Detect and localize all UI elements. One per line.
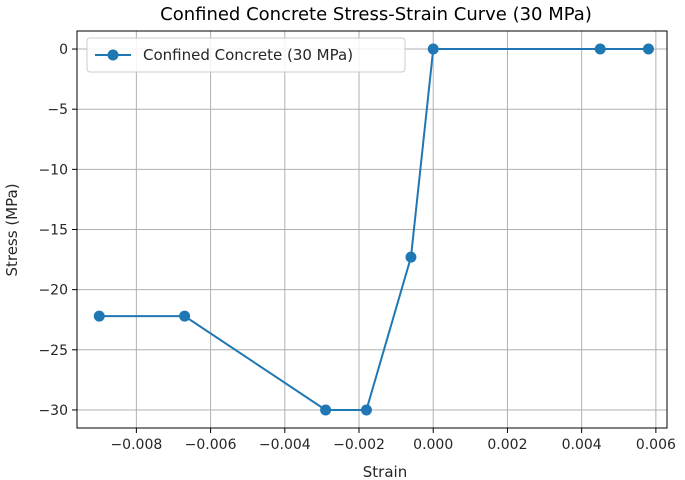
legend-box — [86, 37, 406, 73]
x-tick-label: −0.008 — [110, 437, 162, 453]
y-axis-title: Stress (MPa) — [3, 183, 21, 276]
data-point — [360, 404, 372, 416]
x-axis-title: Strain — [363, 463, 407, 480]
data-point — [179, 310, 191, 322]
data-point — [427, 43, 439, 55]
x-tick-label: 0.002 — [487, 437, 527, 453]
data-point — [320, 404, 332, 416]
data-point — [405, 251, 417, 263]
x-tick-label: 0.004 — [562, 437, 602, 453]
chart-title: Confined Concrete Stress-Strain Curve (3… — [160, 4, 592, 25]
y-tick-label: −15 — [38, 223, 68, 239]
data-point — [642, 43, 654, 55]
y-tick-label: 0 — [59, 42, 68, 58]
legend-label: Confined Concrete (30 MPa) — [143, 46, 353, 64]
y-tick-label: −30 — [38, 403, 68, 419]
x-tick-label: 0.006 — [636, 437, 676, 453]
legend-point-marker — [107, 49, 119, 61]
y-tick-label: −20 — [38, 283, 68, 299]
x-tick-label: −0.002 — [333, 437, 385, 453]
y-tick-label: −10 — [38, 162, 68, 178]
series-line — [99, 48, 649, 411]
x-tick-label: 0.000 — [413, 437, 453, 453]
y-tick-label: −25 — [38, 343, 68, 359]
data-point — [594, 43, 606, 55]
y-tick-label: −5 — [47, 102, 68, 118]
x-tick-label: −0.004 — [259, 437, 311, 453]
data-point — [93, 310, 105, 322]
legend: Confined Concrete (30 MPa) — [86, 37, 406, 73]
x-tick-label: −0.006 — [185, 437, 237, 453]
